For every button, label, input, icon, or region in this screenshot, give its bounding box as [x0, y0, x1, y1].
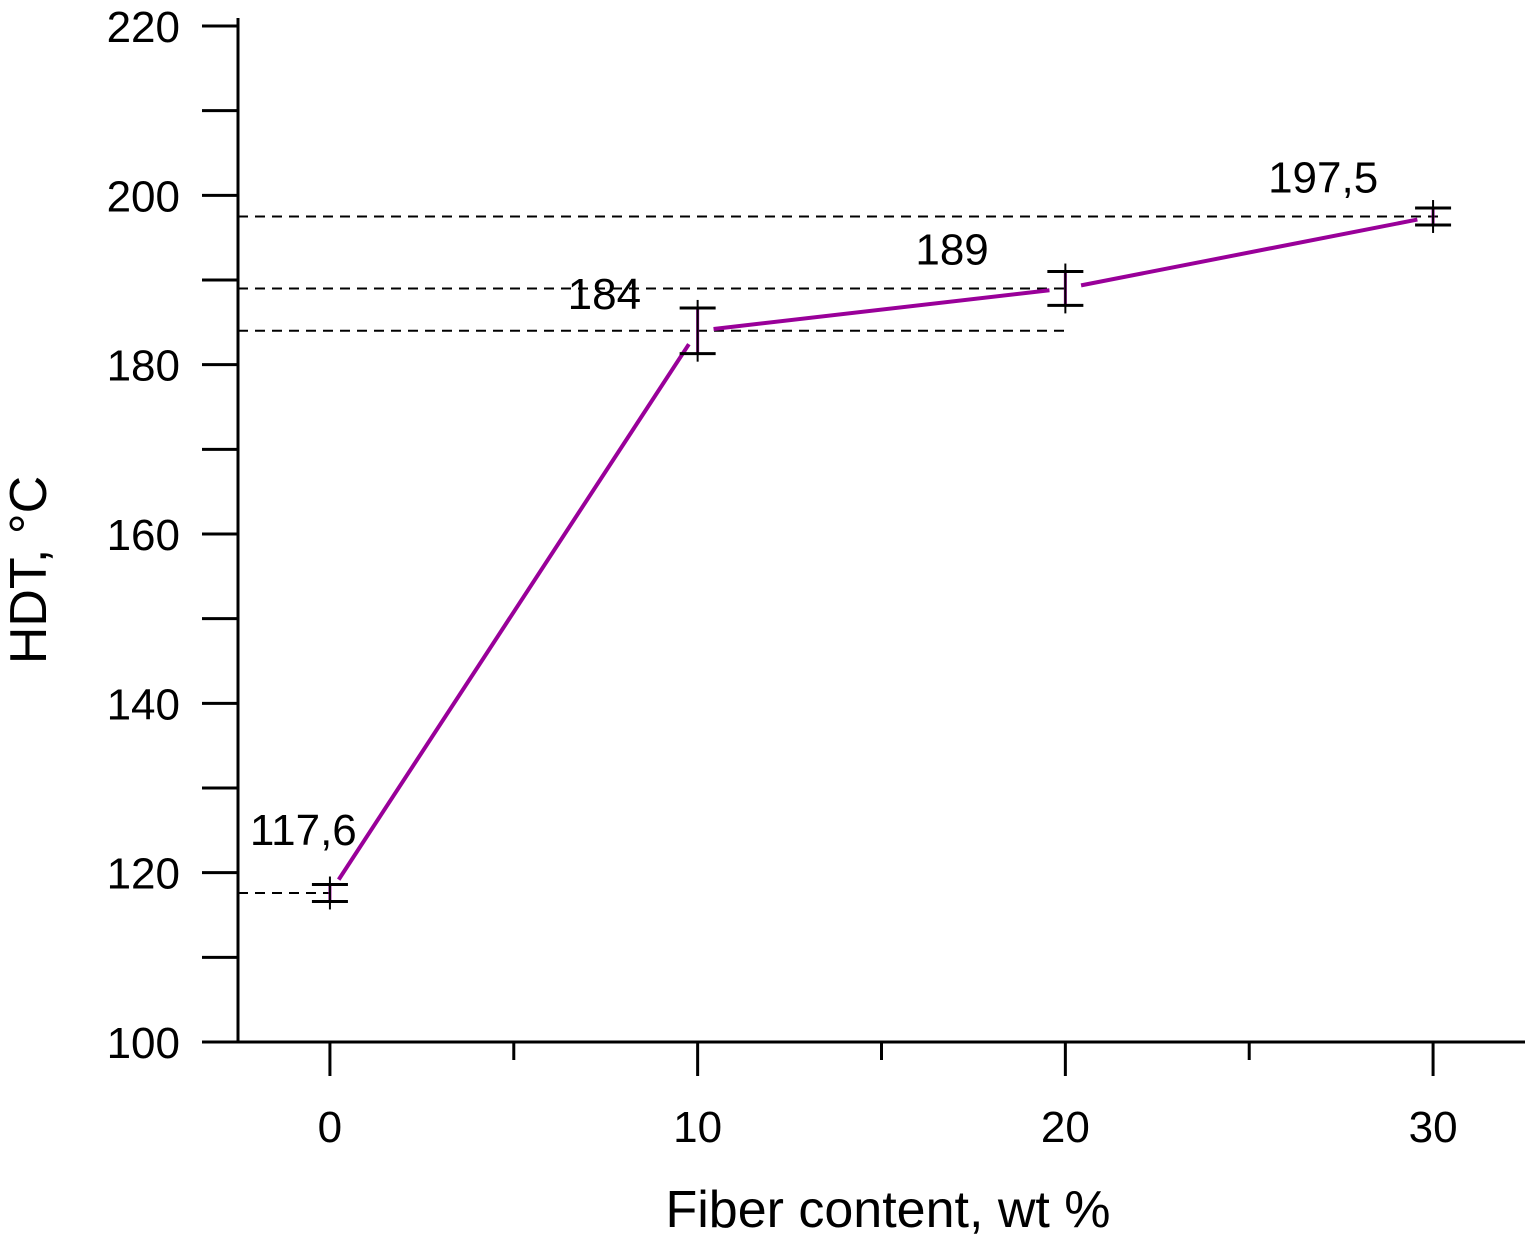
series-segment [713, 288, 1050, 331]
x-axis-title: Fiber content, wt % [665, 1181, 1110, 1236]
series-segment [337, 343, 691, 881]
x-tick-label: 20 [1041, 1103, 1090, 1152]
x-tick-label: 0 [318, 1103, 342, 1152]
x-tick-label: 10 [673, 1103, 722, 1152]
y-tick-label: 220 [107, 3, 180, 52]
reference-lines [238, 215, 1439, 894]
series-segment [1080, 217, 1418, 288]
x-tick-label: 30 [1409, 1103, 1458, 1152]
data-label: 117,6 [250, 806, 357, 855]
data-label: 184 [568, 270, 641, 319]
y-tick-label: 200 [107, 172, 180, 221]
error-bars [311, 200, 1452, 910]
tick-labels: 100 120 140 160 180 200 220 0 10 20 30 [107, 3, 1458, 1152]
y-tick-label: 140 [107, 680, 180, 729]
series-line-group [337, 217, 1418, 881]
y-tick-label: 160 [107, 511, 180, 560]
y-tick-label: 120 [107, 850, 180, 899]
data-label: 197,5 [1268, 154, 1378, 203]
y-tick-label: 100 [107, 1019, 180, 1068]
y-tick-label: 180 [107, 342, 180, 391]
data-label: 189 [915, 225, 988, 274]
data-labels: 117,6 184 189 197,5 [250, 154, 1378, 855]
ticks [202, 24, 1435, 1076]
y-axis-title: HDT, °C [0, 476, 58, 664]
